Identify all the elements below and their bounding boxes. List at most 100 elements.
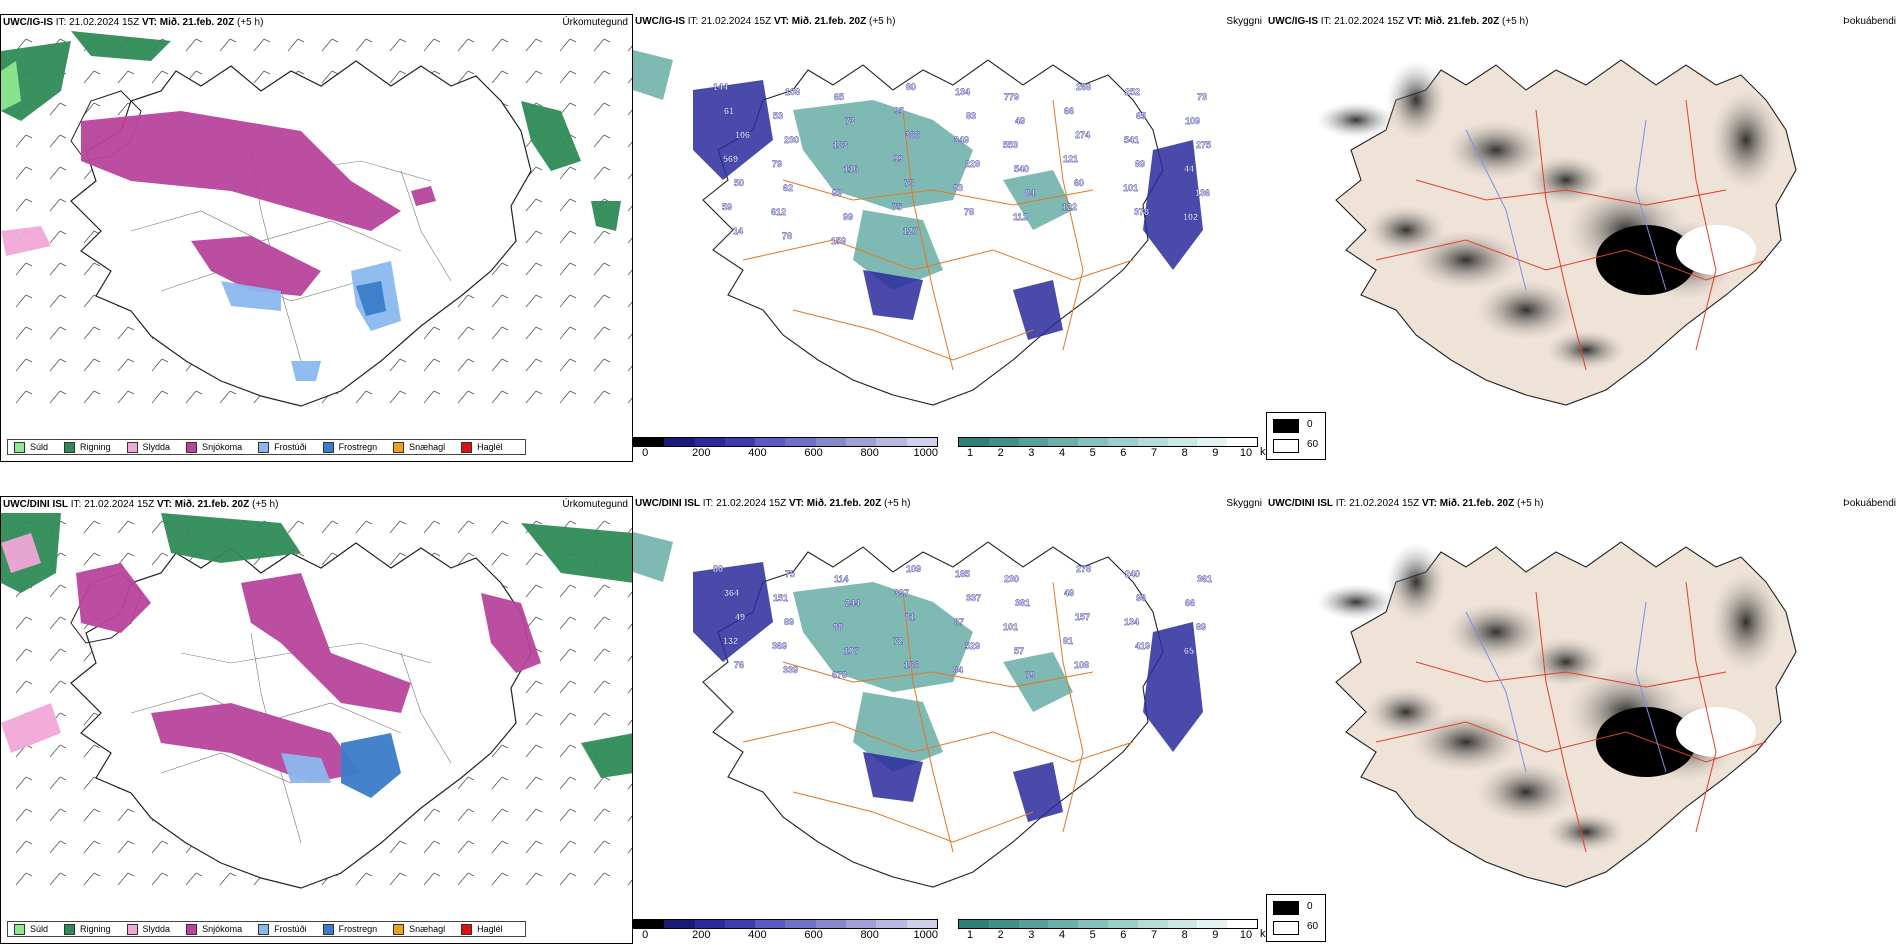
wind-barb-flag — [399, 552, 407, 557]
wind-barb — [117, 552, 129, 566]
wind-barb — [49, 294, 61, 308]
wind-barb-flag — [467, 390, 475, 395]
wind-barb — [15, 390, 27, 404]
wind-barb-flag — [569, 134, 577, 139]
wind-barb — [525, 584, 537, 598]
precip-area-drizzle — [1, 61, 21, 111]
wind-barb-flag — [59, 552, 67, 557]
wind-barb — [151, 840, 163, 854]
visibility-value-label: 101 — [1003, 622, 1018, 632]
legend-label: Frostúði — [274, 442, 307, 452]
wind-barb — [525, 358, 537, 372]
wind-barb-flag — [535, 262, 543, 267]
precip-area-sleet — [1, 226, 51, 256]
wind-barb-flag — [603, 294, 611, 299]
legend-item: Rigning — [64, 923, 111, 935]
wind-barb — [627, 591, 632, 598]
wind-barb — [627, 815, 632, 822]
wind-barb-flag — [93, 326, 101, 331]
wind-barb — [15, 326, 27, 340]
wind-barb-flag — [501, 744, 509, 749]
visibility-value-label: 73 — [1197, 92, 1207, 102]
wind-barb — [49, 616, 61, 630]
wind-barb — [491, 38, 503, 52]
wind-barb — [457, 808, 469, 822]
wind-barb-flag — [603, 776, 611, 781]
wind-barb-flag — [229, 38, 237, 43]
colorbar-tick-label: 10 — [1239, 929, 1253, 941]
wind-barb-flag — [161, 70, 169, 75]
visibility-value-label: 230 — [784, 135, 799, 145]
precip-map-area — [1, 513, 632, 889]
wind-barb-flag — [569, 840, 577, 845]
wind-barb — [627, 77, 632, 84]
colorbar-tick-label: 600 — [804, 929, 823, 941]
wind-barb — [627, 397, 632, 404]
wind-barb-flag — [467, 520, 475, 525]
wind-barb-flag — [569, 680, 577, 685]
visibility-area — [793, 100, 973, 210]
wind-barb — [49, 102, 61, 116]
legend-swatch — [14, 923, 25, 935]
wind-barb-flag — [501, 38, 509, 43]
wind-barb — [49, 198, 61, 212]
wind-barb-flag — [127, 520, 135, 525]
wind-barb — [117, 70, 129, 84]
low-visibility-area — [1013, 762, 1063, 822]
wind-barb — [117, 358, 129, 372]
wind-barb — [559, 230, 571, 244]
wind-barb — [117, 872, 129, 886]
legend-value: 60 — [1307, 439, 1319, 450]
colorbar-tick-label: 4 — [1058, 447, 1066, 459]
wind-barb-flag — [399, 38, 407, 43]
precip-area-snow — [241, 573, 411, 713]
wind-barb — [457, 326, 469, 340]
wind-barb — [525, 744, 537, 758]
panel-title: Þokuábendi — [1843, 16, 1896, 27]
visibility-value-label: 99 — [832, 188, 842, 198]
wind-barb-flag — [93, 358, 101, 363]
wind-barb-flag — [297, 70, 305, 75]
legend-swatch — [258, 923, 270, 935]
wind-barb-flag — [433, 38, 441, 43]
wind-barb-flag — [59, 648, 67, 653]
low-visibility-area — [1143, 140, 1203, 270]
wind-barb-flag — [535, 808, 543, 813]
wind-barb-flag — [25, 648, 33, 653]
legend-item: Haglél — [461, 923, 503, 935]
wind-barb — [15, 808, 27, 822]
wind-barb — [457, 70, 469, 84]
wind-barb — [627, 527, 632, 534]
clear-area — [1676, 225, 1756, 275]
wind-barb-flag — [59, 198, 67, 203]
wind-barb — [627, 269, 632, 276]
panel-header: UWC/IG-IS IT: 21.02.2024 15Z VT: Mið. 21… — [1, 15, 632, 31]
visibility-value-label: 159 — [831, 236, 846, 246]
colorbar-cells — [633, 919, 938, 929]
low-visibility-area — [863, 270, 923, 320]
wind-barb-flag — [59, 166, 67, 171]
colorbar-tick-label: 2 — [997, 929, 1004, 941]
panel-header: UWC/IG-IS IT: 21.02.2024 15Z VT: Mið. 21… — [633, 14, 1266, 30]
visibility-value-label: 80 — [713, 564, 723, 574]
wind-barb — [151, 358, 163, 372]
visibility-value-label: 163 — [833, 140, 848, 150]
wind-barb-flag — [569, 358, 577, 363]
visibility-value-label: 166 — [904, 660, 919, 670]
wind-barb — [627, 687, 632, 694]
low-visibility-area — [863, 752, 923, 802]
legend-swatch-white — [1273, 921, 1299, 935]
visibility-map-bottom: UWC/DINI ISL IT: 21.02.2024 15Z VT: Mið.… — [633, 496, 1266, 948]
colorbar-tick-label: 400 — [748, 447, 767, 459]
wind-barb-flag — [25, 808, 33, 813]
legend-swatch — [258, 441, 270, 453]
road-line — [1415, 179, 1727, 206]
wind-barb-flag — [603, 840, 611, 845]
wind-barb-flag — [569, 648, 577, 653]
wind-barb — [627, 109, 632, 116]
wind-barb-flag — [535, 712, 543, 717]
wind-barb — [627, 45, 632, 52]
wind-barb-flag — [93, 872, 101, 877]
visibility-value-label: 369 — [772, 641, 787, 651]
low-visibility-area — [1013, 280, 1063, 340]
